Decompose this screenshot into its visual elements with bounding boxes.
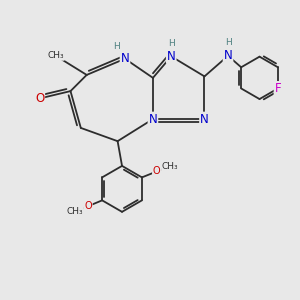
- Text: O: O: [153, 167, 160, 176]
- Text: H: H: [168, 39, 175, 48]
- Text: CH₃: CH₃: [162, 162, 178, 171]
- Text: N: N: [224, 49, 233, 62]
- Text: O: O: [84, 201, 92, 211]
- Text: N: N: [167, 50, 176, 63]
- Text: N: N: [200, 112, 209, 126]
- Text: CH₃: CH₃: [67, 207, 83, 216]
- Text: F: F: [274, 82, 281, 95]
- Text: CH₃: CH₃: [47, 51, 64, 60]
- Text: N: N: [121, 52, 129, 65]
- Text: H: H: [113, 42, 119, 51]
- Text: H: H: [225, 38, 232, 47]
- Text: N: N: [148, 112, 157, 126]
- Text: O: O: [35, 92, 44, 105]
